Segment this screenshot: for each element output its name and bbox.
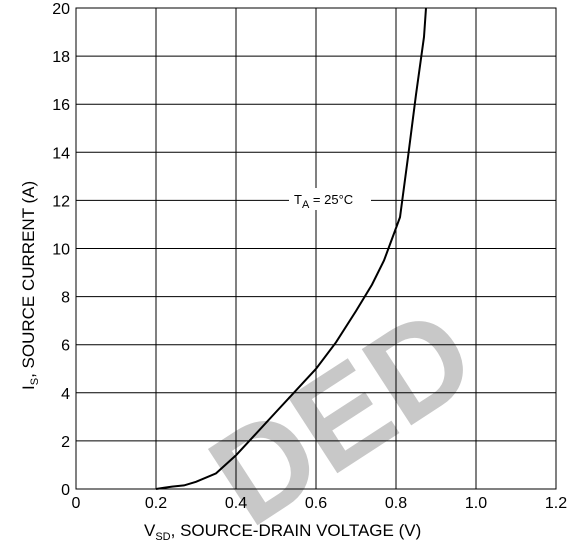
x-tick-label: 0 <box>72 495 81 512</box>
x-tick-label: 0.8 <box>385 495 407 512</box>
y-axis-label: IS, SOURCE CURRENT (A) <box>19 181 41 390</box>
y-tick-label: 8 <box>61 290 70 307</box>
y-tick-label: 4 <box>61 386 70 403</box>
y-tick-label: 20 <box>52 1 70 18</box>
plot-frame <box>75 7 557 490</box>
x-tick-label: 0.6 <box>305 495 327 512</box>
series-line <box>155 7 427 490</box>
annotation: TA = 25°C <box>289 188 371 211</box>
y-tick-label: 0 <box>61 482 70 499</box>
y-tick-label: 14 <box>52 145 70 162</box>
y-tick-labels: 0 2 4 6 8 10 12 14 16 18 20 <box>52 1 70 499</box>
x-tick-label: 1.2 <box>545 495 567 512</box>
x-axis-label: VSD, SOURCE-DRAIN VOLTAGE (V) <box>144 521 421 543</box>
y-tick-label: 2 <box>61 434 70 451</box>
annotation-text: TA = 25°C <box>294 192 353 211</box>
x-tick-label: 0.2 <box>145 495 167 512</box>
x-tick-labels: 0 0.2 0.4 0.6 0.8 1.0 1.2 <box>72 495 568 512</box>
y-tick-label: 6 <box>61 338 70 355</box>
x-tick-label: 1.0 <box>465 495 487 512</box>
y-tick-label: 18 <box>52 49 70 66</box>
y-tick-label: 16 <box>52 97 70 114</box>
grid <box>75 7 557 490</box>
y-tick-label: 10 <box>52 242 70 259</box>
x-tick-label: 0.4 <box>225 495 247 512</box>
y-tick-label: 12 <box>52 193 70 210</box>
